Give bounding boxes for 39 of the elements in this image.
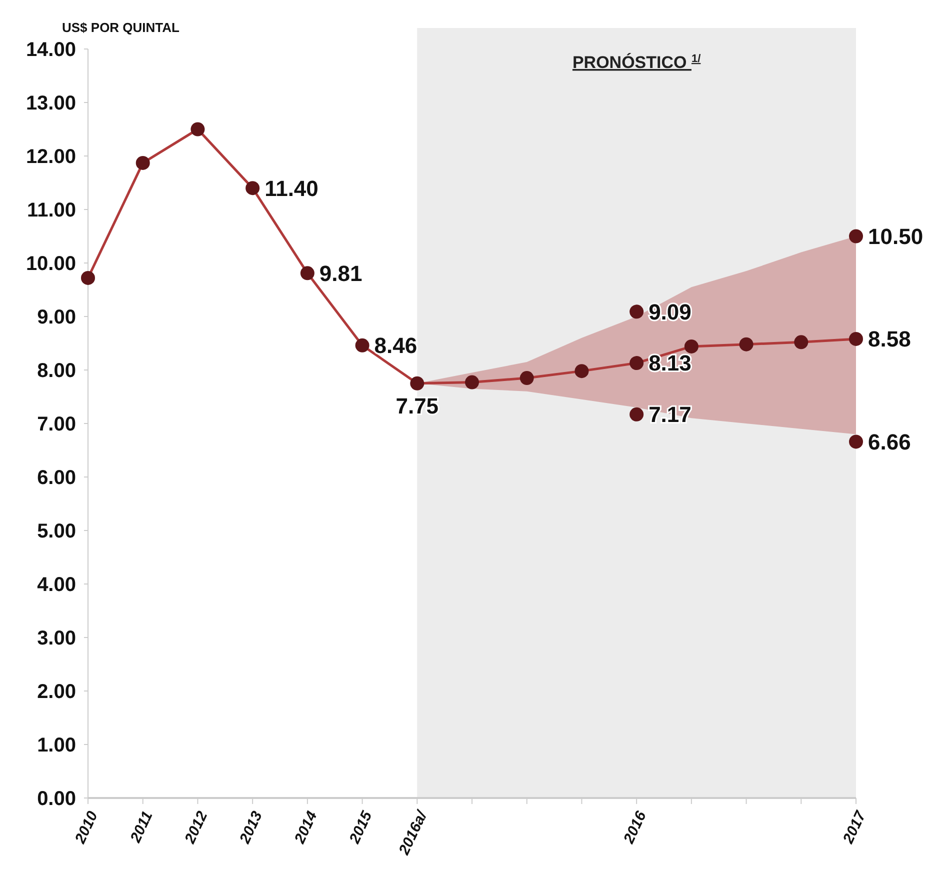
x-tick-label: 2013 <box>236 808 266 848</box>
y-tick-label: 10.00 <box>26 253 76 275</box>
y-tick-label: 7.00 <box>37 414 76 436</box>
point <box>630 304 644 319</box>
y-tick-label: 8.00 <box>37 360 76 382</box>
point <box>630 407 644 422</box>
data-label: 7.17 <box>648 402 692 428</box>
data-label: 8.13 <box>648 350 692 376</box>
data-label: 7.75 <box>396 393 439 418</box>
data-label: 10.50 <box>868 224 924 249</box>
data-label: 9.09 <box>648 299 692 324</box>
y-tick-label: 4.00 <box>37 574 76 596</box>
y-axis-title: US$ POR QUINTAL <box>62 20 180 35</box>
y-tick-label: 1.00 <box>37 734 76 756</box>
y-tick-label: 5.00 <box>37 520 76 542</box>
x-tick-label: 2014 <box>290 808 322 848</box>
x-tick-label: 2015 <box>346 808 376 848</box>
data-label: 8.46 <box>374 333 418 358</box>
x-tick-label: 2011 <box>126 808 156 846</box>
data-label: 8.58 <box>868 326 911 352</box>
x-tick-label: 2016 <box>620 808 650 848</box>
band-label: PRONÓSTICO $^{1/}$ <box>572 52 701 72</box>
y-tick-label: 3.00 <box>37 628 76 650</box>
y-tick-label: 14.00 <box>26 39 76 61</box>
x-tick-label: 2010 <box>71 808 102 848</box>
x-tick-label: 2017 <box>839 808 870 848</box>
point <box>849 229 863 244</box>
y-tick-label: 6.00 <box>37 467 76 489</box>
data-label: 9.81 <box>319 260 362 286</box>
data-label: 6.66 <box>868 429 911 454</box>
y-tick-label: 2.00 <box>37 681 76 703</box>
y-tick-label: 11.00 <box>27 200 76 222</box>
y-tick-label: 9.00 <box>37 306 76 328</box>
y-tick-label: 0.00 <box>37 788 76 810</box>
point <box>849 434 863 449</box>
y-tick-label: 12.00 <box>26 146 76 168</box>
x-tick-label: 2012 <box>181 808 212 848</box>
data-label: 11.40 <box>264 176 318 201</box>
y-tick-label: 13.00 <box>26 92 76 114</box>
